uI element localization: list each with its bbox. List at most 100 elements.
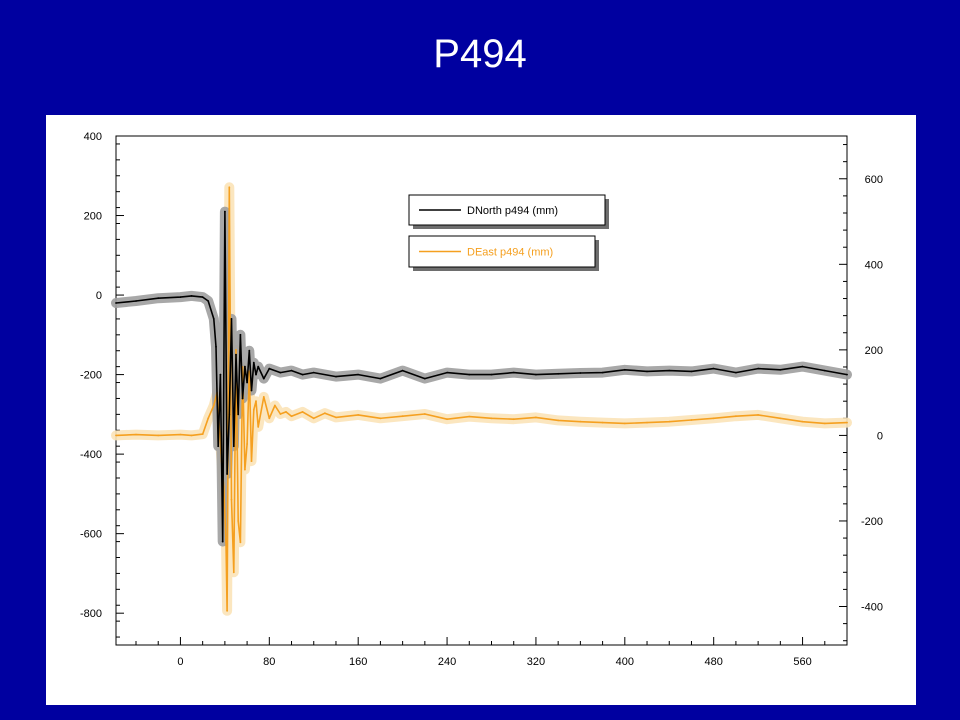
slide-title: P494 (433, 32, 527, 76)
data-point (228, 186, 231, 189)
data-point (601, 371, 604, 374)
data-point (401, 369, 404, 372)
data-point (235, 353, 237, 356)
data-point (646, 370, 648, 373)
data-point (285, 411, 287, 413)
data-point (255, 400, 257, 403)
data-point (115, 434, 117, 437)
data-point (257, 426, 260, 428)
y-left-tick-label: -600 (80, 529, 102, 541)
data-point (228, 413, 231, 416)
data-point (235, 349, 237, 351)
data-point (252, 408, 255, 411)
data-point (379, 417, 382, 420)
data-point (301, 411, 304, 413)
data-point (244, 365, 246, 368)
data-point (779, 368, 782, 371)
data-point (779, 417, 782, 420)
data-point (201, 433, 204, 435)
chart-panel: 0 80 160 240 320 400 480 560 400 200 0 -200 -400 -60… (46, 115, 916, 705)
data-point (757, 367, 759, 370)
data-point (190, 434, 193, 437)
data-point (312, 371, 315, 374)
series-layer (111, 182, 852, 616)
data-point (115, 302, 117, 304)
y-right-tick-label: 0 (877, 430, 883, 442)
y-right-tick-label: 200 (865, 345, 883, 357)
x-axis: 0 80 160 240 320 400 480 560 (135, 637, 848, 668)
x-tick-label: 0 (177, 656, 183, 668)
data-point (690, 419, 693, 421)
data-point (232, 571, 235, 574)
data-point (823, 369, 826, 372)
y-right-tick-label: 600 (865, 174, 883, 186)
x-tick-label: 160 (349, 656, 367, 668)
data-point (252, 361, 255, 364)
data-point (262, 377, 265, 380)
data-point (268, 417, 271, 420)
data-point (255, 373, 257, 376)
data-point (735, 371, 737, 374)
data-point (190, 295, 193, 297)
y-left-tick-label: 200 (84, 211, 102, 223)
y-left-tick-label: -800 (80, 608, 102, 620)
x-tick-label: 80 (263, 656, 275, 668)
data-point (312, 417, 315, 420)
data-point (226, 473, 229, 475)
data-point (668, 369, 671, 372)
legend-label: DEast p494 (mm) (467, 247, 553, 259)
legend-box (408, 235, 596, 268)
data-point (225, 541, 227, 544)
data-point (490, 373, 493, 376)
data-point (219, 373, 222, 376)
x-tick-label: 480 (705, 656, 723, 668)
data-point (446, 371, 448, 374)
data-point (230, 498, 233, 501)
data-point (207, 300, 210, 302)
data-point (357, 373, 360, 376)
data-point (217, 445, 220, 448)
data-point (846, 421, 848, 424)
data-point (335, 416, 337, 419)
data-point (468, 373, 471, 376)
data-point (379, 377, 382, 380)
data-point (601, 421, 604, 424)
data-point (232, 445, 235, 448)
data-point (557, 419, 560, 422)
data-point (212, 318, 215, 320)
data-point (668, 420, 671, 423)
y-right-tick-label: -400 (861, 602, 883, 614)
data-point (757, 414, 759, 416)
data-point (201, 296, 204, 298)
data-point (207, 417, 210, 420)
data-point (262, 396, 265, 398)
data-point (446, 418, 448, 421)
x-tick-label: 320 (527, 656, 545, 668)
data-point (335, 375, 337, 378)
data-point (268, 367, 271, 370)
data-point (823, 422, 826, 425)
line-chart: 0 80 160 240 320 400 480 560 400 200 0 -200 -400 -60… (80, 131, 883, 668)
data-point (535, 416, 537, 419)
data-point (212, 404, 215, 407)
data-point (468, 415, 471, 418)
data-point (290, 369, 293, 372)
data-point (135, 300, 137, 302)
data-point (557, 372, 560, 375)
data-point (246, 381, 249, 384)
y-axis-right: 600 400 200 0 -200 -400 (839, 144, 883, 642)
data-point (301, 373, 304, 376)
data-point (215, 345, 217, 348)
data-point (250, 389, 253, 392)
data-point (250, 460, 253, 462)
x-tick-label: 560 (793, 656, 811, 668)
data-point (226, 609, 229, 612)
data-point (801, 420, 804, 423)
y-left-tick-label: 0 (96, 290, 102, 302)
data-point (712, 417, 715, 420)
y-right-tick-label: 400 (865, 259, 883, 271)
data-point (512, 418, 515, 421)
data-point (290, 415, 293, 418)
data-point (237, 413, 240, 416)
legend-label: DNorth p494 (mm) (467, 205, 558, 217)
